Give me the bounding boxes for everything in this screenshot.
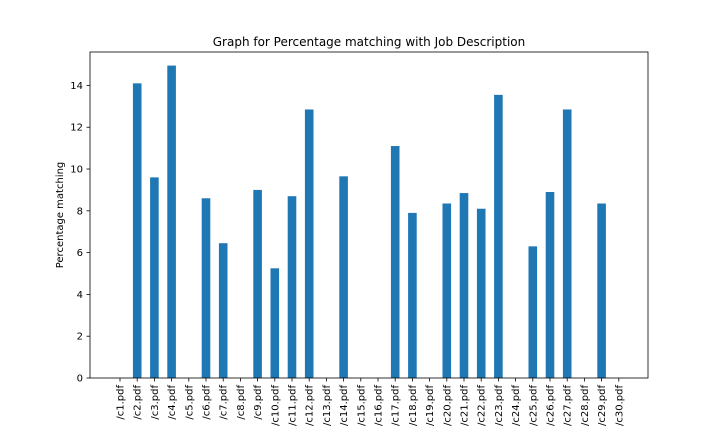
bar-18 <box>408 212 417 378</box>
x-tick-label-23: /c23.pdf <box>494 385 505 426</box>
bars <box>132 65 606 378</box>
bar-26 <box>545 192 555 378</box>
bar-9 <box>253 189 262 378</box>
bar-21 <box>459 193 469 378</box>
x-tick-label-12: /c12.pdf <box>305 385 316 426</box>
x-tick-label-20: /c20.pdf <box>442 385 453 426</box>
x-tick-label-21: /c21.pdf <box>460 385 471 426</box>
x-tick-label-27: /c27.pdf <box>563 385 574 426</box>
bar-7 <box>218 243 228 378</box>
x-tick-label-11: /c11.pdf <box>288 385 299 426</box>
bar-3 <box>150 177 159 378</box>
bar-29 <box>597 203 606 378</box>
x-tick-label-9: /c9.pdf <box>253 385 264 420</box>
y-tick-label-2: 4 <box>77 290 83 301</box>
x-tick-label-10: /c10.pdf <box>270 385 281 426</box>
bar-11 <box>287 196 297 378</box>
x-tick-label-22: /c22.pdf <box>477 385 488 426</box>
bar-17 <box>390 146 400 378</box>
chart-title: Graph for Percentage matching with Job D… <box>213 35 526 49</box>
x-tick-label-13: /c13.pdf <box>322 385 333 426</box>
x-tick-label-28: /c28.pdf <box>580 385 591 426</box>
y-axis: 0 2 4 6 8 10 12 14 <box>70 81 90 385</box>
y-tick-label-3: 6 <box>77 248 83 259</box>
bar-10 <box>270 268 280 378</box>
x-tick-label-19: /c19.pdf <box>425 385 436 426</box>
x-tick-label-8: /c8.pdf <box>236 385 247 420</box>
bar-23 <box>494 94 503 378</box>
x-axis: /c1.pdf/c2.pdf/c3.pdf/c4.pdf/c5.pdf/c6.p… <box>116 378 625 426</box>
y-tick-label-5: 10 <box>70 165 83 176</box>
x-tick-label-25: /c25.pdf <box>528 385 539 426</box>
x-tick-label-2: /c2.pdf <box>133 385 144 420</box>
bar-12 <box>304 109 314 378</box>
bar-14 <box>339 176 348 378</box>
bar-6 <box>201 198 211 378</box>
plot-frame <box>89 51 649 379</box>
x-tick-label-7: /c7.pdf <box>219 385 230 420</box>
bar-22 <box>476 208 486 378</box>
x-tick-label-15: /c15.pdf <box>356 385 367 426</box>
x-tick-label-30: /c30.pdf <box>614 385 625 426</box>
y-tick-label-6: 12 <box>70 123 83 134</box>
x-tick-label-14: /c14.pdf <box>339 385 350 426</box>
y-axis-label: Percentage matching <box>55 162 66 269</box>
x-tick-label-6: /c6.pdf <box>202 385 213 420</box>
y-tick-label-4: 8 <box>77 206 83 217</box>
x-tick-label-26: /c26.pdf <box>546 385 557 426</box>
bar-27 <box>562 109 572 378</box>
x-tick-label-29: /c29.pdf <box>597 385 608 426</box>
x-tick-label-5: /c5.pdf <box>184 385 195 420</box>
y-tick-label-1: 2 <box>77 332 83 343</box>
bar-4 <box>167 65 176 378</box>
y-tick-label-0: 0 <box>77 374 83 385</box>
x-tick-label-17: /c17.pdf <box>391 385 402 426</box>
x-tick-label-16: /c16.pdf <box>374 385 385 426</box>
x-tick-label-3: /c3.pdf <box>150 385 161 420</box>
y-tick-label-7: 14 <box>70 81 83 92</box>
x-tick-label-4: /c4.pdf <box>167 385 178 420</box>
bar-2 <box>132 83 142 378</box>
x-tick-label-24: /c24.pdf <box>511 385 522 426</box>
bar-25 <box>528 246 538 378</box>
bar-20 <box>442 203 452 378</box>
x-tick-label-18: /c18.pdf <box>408 385 419 426</box>
x-tick-label-1: /c1.pdf <box>116 385 127 420</box>
